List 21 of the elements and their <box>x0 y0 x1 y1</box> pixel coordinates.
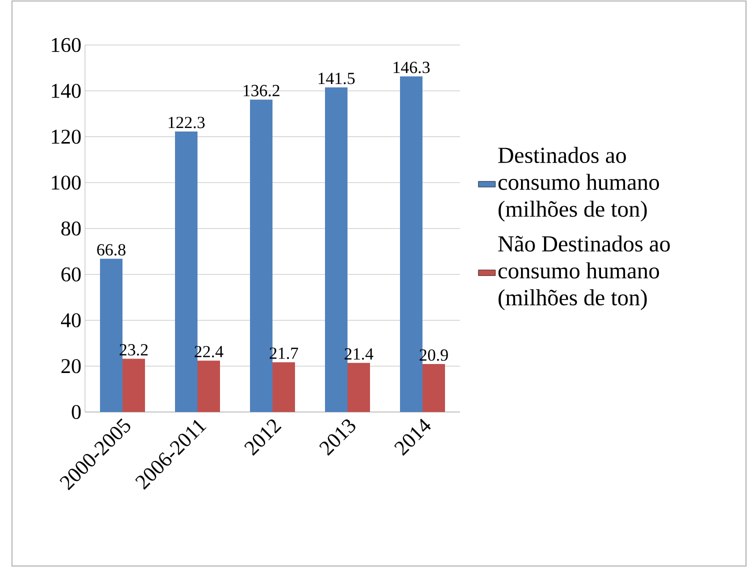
legend-label: Destinados ao consumo humano (milhões de ton) <box>498 146 659 222</box>
y-tick-label: 40 <box>60 313 81 328</box>
data-label: 122.3 <box>168 116 205 128</box>
y-tick-label: 100 <box>52 176 81 190</box>
y-tick-label: 0 <box>72 404 81 420</box>
data-label: 141.5 <box>318 72 355 84</box>
data-label: 146.3 <box>394 62 430 74</box>
legend-label: Não Destinados ao consumo humano (milhões de ton) <box>498 235 670 310</box>
y-tick-label: 80 <box>61 221 81 236</box>
y-tick-label: 140 <box>52 84 81 98</box>
bar <box>198 360 220 412</box>
bar <box>272 362 296 412</box>
y-tick-label: 120 <box>52 130 81 144</box>
data-label: 66.8 <box>97 244 126 256</box>
y-tick-label: 160 <box>52 38 81 52</box>
bar <box>122 358 145 412</box>
bar <box>348 362 370 412</box>
bar <box>422 364 446 412</box>
y-tick-label: 20 <box>61 359 81 374</box>
y-tick-label: 60 <box>61 267 81 282</box>
data-label: 136.2 <box>244 84 280 96</box>
